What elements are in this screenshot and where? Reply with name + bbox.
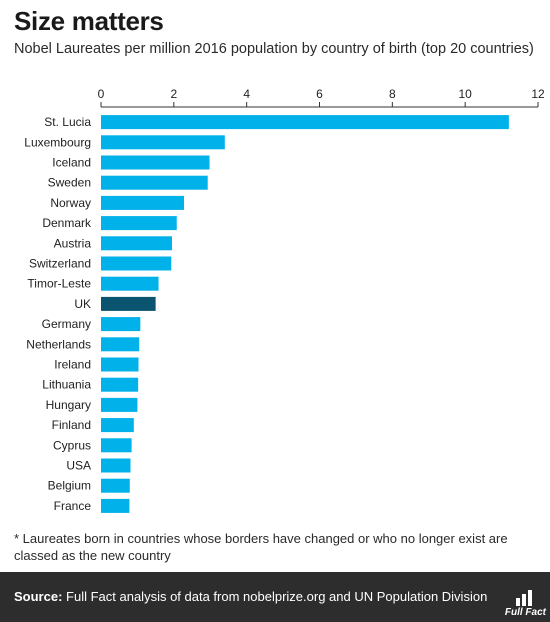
x-tick-label-0: 0 (98, 87, 105, 101)
bar-luxembourg (101, 135, 225, 150)
category-label-ireland: Ireland (54, 358, 91, 372)
bar-lithuania (101, 377, 139, 392)
category-label-belgium: Belgium (48, 479, 91, 493)
category-label-cyprus: Cyprus (53, 438, 91, 452)
x-tick-label-10: 10 (458, 87, 472, 101)
x-tick-label-4: 4 (243, 87, 250, 101)
bar-usa (101, 458, 131, 473)
x-tick-label-2: 2 (170, 87, 177, 101)
bar-austria (101, 236, 173, 251)
category-label-sweden: Sweden (48, 176, 91, 190)
bar-timor-leste (101, 276, 159, 291)
bar-switzerland (101, 256, 172, 271)
bar-chart: 0 2 4 6 8 10 12 St. Lucia Luxembourg Iceland Swede… (24, 87, 545, 513)
chart-subtitle: Nobel Laureates per million 2016 populat… (14, 41, 534, 57)
source-label: Source: (14, 589, 63, 604)
bar-ireland (101, 357, 139, 372)
x-tick-label-8: 8 (389, 87, 396, 101)
source-line: Source: Full Fact analysis of data from … (14, 589, 487, 604)
bar-uk (101, 296, 156, 311)
bar-st-lucia (101, 115, 509, 130)
category-label-austria: Austria (54, 236, 92, 250)
x-tick-label-6: 6 (316, 87, 323, 101)
bar-iceland (101, 155, 210, 170)
bar-denmark (101, 216, 177, 231)
source-footer: Source: Full Fact analysis of data from … (0, 572, 550, 622)
bar-netherlands (101, 337, 140, 352)
x-tick-label-12: 12 (531, 87, 545, 101)
logo-text: Full Fact (504, 607, 546, 618)
category-label-st-lucia: St. Lucia (44, 115, 91, 129)
bar-cyprus (101, 438, 132, 453)
chart-title: Size matters (14, 6, 164, 36)
category-label-iceland: Iceland (52, 156, 91, 170)
category-label-usa: USA (66, 459, 91, 473)
bar-norway (101, 195, 185, 210)
category-label-france: France (54, 499, 92, 513)
category-label-timor-leste: Timor-Leste (27, 277, 91, 291)
bar-hungary (101, 397, 138, 412)
category-label-switzerland: Switzerland (29, 257, 91, 271)
category-label-denmark: Denmark (42, 216, 92, 230)
bar-sweden (101, 175, 208, 190)
bar-france (101, 498, 130, 513)
category-label-luxembourg: Luxembourg (24, 135, 91, 149)
source-text: Full Fact analysis of data from nobelpri… (66, 589, 488, 604)
category-label-hungary: Hungary (46, 398, 91, 412)
category-label-norway: Norway (50, 196, 91, 210)
logo-mark-icon (516, 590, 532, 606)
bar-finland (101, 418, 134, 433)
bar-germany (101, 317, 141, 332)
bar-belgium (101, 478, 130, 493)
category-label-lithuania: Lithuania (42, 378, 91, 392)
category-label-netherlands: Netherlands (26, 337, 91, 351)
full-fact-logo-icon: Full Fact (502, 588, 546, 620)
footnote: * Laureates born in countries whose bord… (14, 531, 508, 563)
category-label-uk: UK (74, 297, 91, 311)
category-label-finland: Finland (52, 418, 91, 432)
category-label-germany: Germany (42, 317, 91, 331)
